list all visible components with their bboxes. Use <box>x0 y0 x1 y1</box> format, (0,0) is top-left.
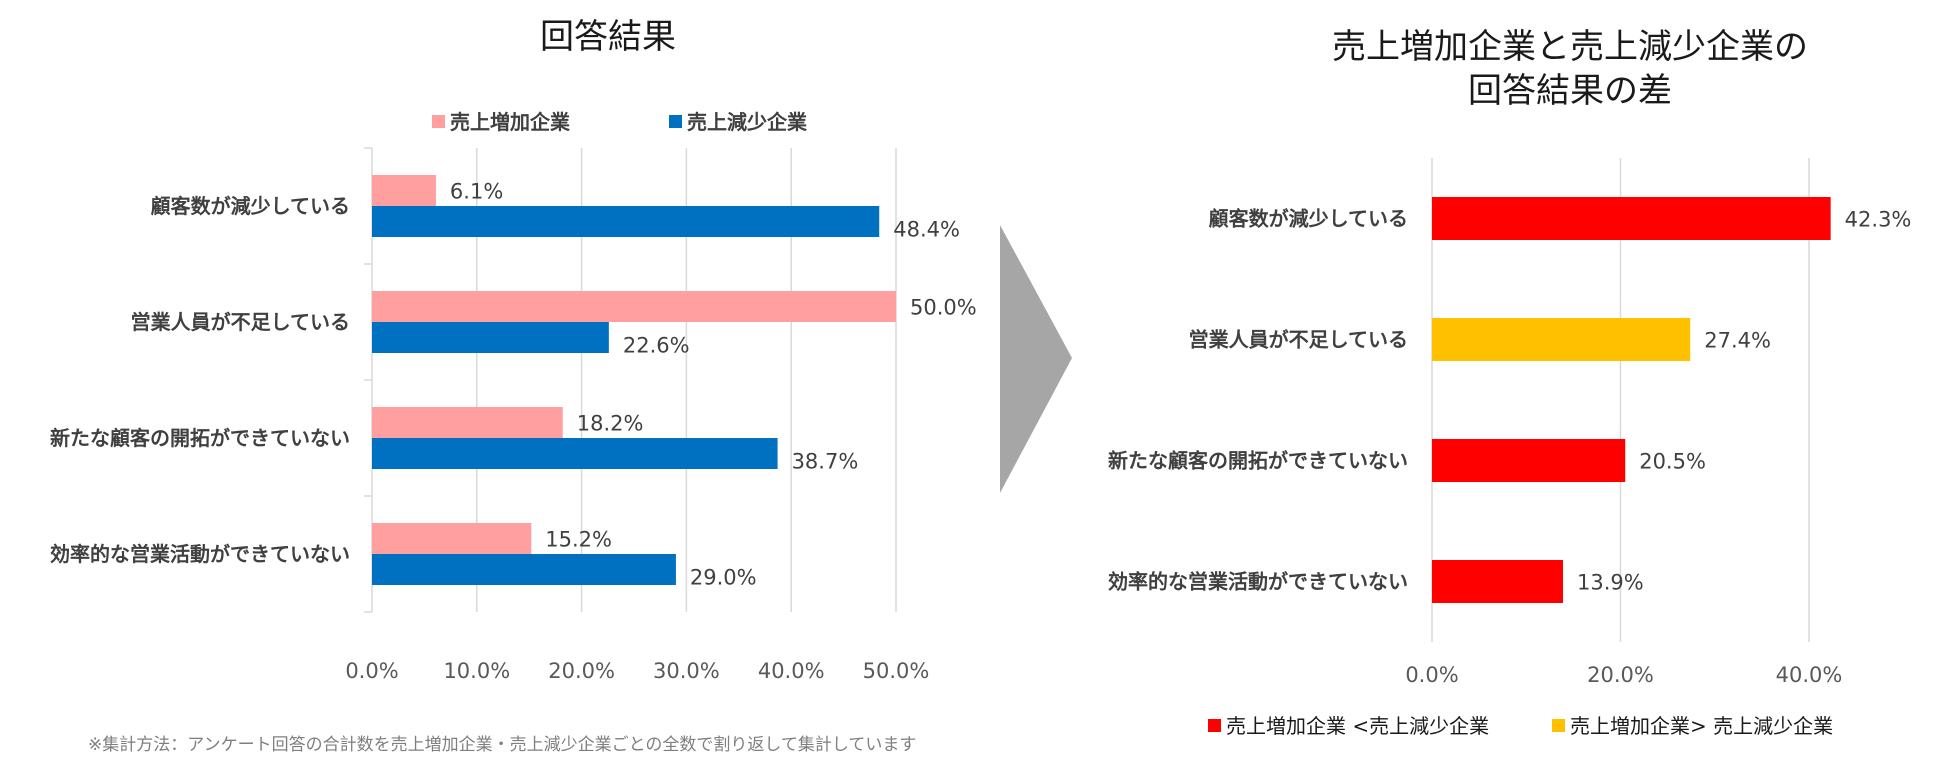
left-bar-increase <box>372 175 436 206</box>
right-data-label: 20.5% <box>1639 450 1706 474</box>
left-category-label: 効率的な営業活動ができていない <box>50 542 350 566</box>
right-x-tick-label: 20.0% <box>1587 663 1654 687</box>
left-legend: 売上増加企業 売上減少企業 <box>432 110 808 134</box>
right-chart-title-line-1: 売上増加企業と売上減少企業の <box>1332 27 1808 67</box>
left-bar-decrease <box>372 554 676 585</box>
right-chart-title-line-2: 回答結果の差 <box>1468 71 1672 111</box>
left-legend-swatch-1 <box>669 115 682 128</box>
right-data-label: 13.9% <box>1577 571 1644 595</box>
left-category-label: 新たな顧客の開拓ができていない <box>50 426 350 450</box>
right-bar <box>1432 197 1831 240</box>
left-x-tick-label: 10.0% <box>443 659 510 683</box>
right-x-tick-label: 40.0% <box>1776 663 1843 687</box>
left-x-tick-label: 20.0% <box>548 659 615 683</box>
right-legend-label-0: 売上増加企業 <売上減少企業 <box>1226 714 1489 738</box>
left-bar-increase <box>372 291 896 322</box>
left-category-label: 顧客数が減少している <box>151 194 350 218</box>
right-bar <box>1432 560 1564 603</box>
right-chart: 売上増加企業と売上減少企業の 回答結果の差 0.0% 20.0% 40.0% 顧客数… <box>1108 27 1911 738</box>
right-category-labels: 顧客数が減少している営業人員が不足している新たな顧客の開拓ができていない効率的な… <box>1108 207 1408 594</box>
left-bars <box>372 175 896 585</box>
left-legend-label-0: 売上増加企業 <box>450 110 571 134</box>
left-legend-swatch-0 <box>432 115 445 128</box>
left-x-tick-label: 0.0% <box>345 659 398 683</box>
left-category-label: 営業人員が不足している <box>131 310 350 334</box>
right-bars <box>1432 197 1831 603</box>
right-data-label: 27.4% <box>1704 329 1771 353</box>
right-legend: 売上増加企業 <売上減少企業 売上増加企業> 売上減少企業 <box>1208 714 1833 738</box>
right-category-label: 新たな顧客の開拓ができていない <box>1108 449 1408 473</box>
right-x-tick-label: 0.0% <box>1405 663 1458 687</box>
right-category-label: 営業人員が不足している <box>1189 328 1408 352</box>
right-x-ticks: 0.0% 20.0% 40.0% <box>1405 663 1842 687</box>
left-bar-increase <box>372 523 532 554</box>
right-legend-swatch-0 <box>1208 719 1221 732</box>
left-chart-title: 回答結果 <box>540 17 676 57</box>
left-chart: 回答結果 売上増加企業 売上減少企業 0.0% 10.0% 20.0% 30.0% 40… <box>50 17 977 683</box>
left-legend-label-1: 売上減少企業 <box>687 110 808 134</box>
right-legend-label-1: 売上増加企業> 売上減少企業 <box>1570 714 1833 738</box>
left-bar-increase <box>372 407 563 438</box>
left-data-label: 15.2% <box>545 528 612 552</box>
left-data-label: 48.4% <box>893 218 960 242</box>
left-data-label: 29.0% <box>690 566 757 590</box>
left-data-label: 22.6% <box>623 334 690 358</box>
right-bar <box>1432 439 1626 482</box>
left-x-tick-label: 30.0% <box>653 659 720 683</box>
left-x-tick-label: 40.0% <box>758 659 825 683</box>
right-category-label: 顧客数が減少している <box>1209 207 1408 231</box>
left-bar-decrease <box>372 206 880 237</box>
left-bar-decrease <box>372 438 778 469</box>
left-data-label: 6.1% <box>450 180 503 204</box>
left-data-label: 18.2% <box>577 412 644 436</box>
right-data-label: 42.3% <box>1845 208 1912 232</box>
right-data-labels: 42.3% 27.4% 20.5% 13.9% <box>1577 208 1911 595</box>
footnote: ※集計方法：アンケート回答の合計数を売上増加企業・売上減少企業ごとの全数で割り返… <box>88 735 916 755</box>
right-legend-swatch-1 <box>1552 719 1565 732</box>
left-data-labels: 6.1% 48.4% 50.0% 22.6% 18.2% 38.7% 15.2% 29.0% <box>450 180 977 590</box>
chevron-arrow-icon <box>1000 225 1072 493</box>
left-x-ticks: 0.0% 10.0% 20.0% 30.0% 40.0% 50.0% <box>345 659 929 683</box>
left-category-labels: 顧客数が減少している営業人員が不足している新たな顧客の開拓ができていない効率的な… <box>50 194 350 566</box>
left-data-label: 38.7% <box>792 450 859 474</box>
left-data-label: 50.0% <box>910 296 977 320</box>
right-category-label: 効率的な営業活動ができていない <box>1108 570 1408 594</box>
left-bar-decrease <box>372 322 609 353</box>
right-bar <box>1432 318 1691 361</box>
left-x-tick-label: 50.0% <box>863 659 930 683</box>
